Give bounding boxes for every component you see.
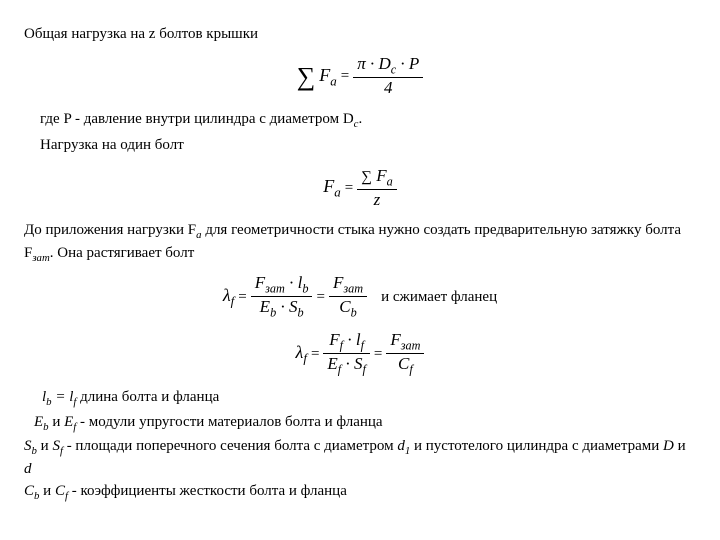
frac2: ∑ Fa z	[357, 166, 396, 210]
eq2: =	[345, 178, 353, 198]
formula-fa: Fa = ∑ Fa z	[24, 166, 696, 210]
frac1: π · Dc · P 4	[353, 54, 423, 98]
para-compress-flange: и сжимает фланец	[381, 287, 497, 307]
def-stiffness: Cb и Cf - коэффициенты жесткости болта и…	[24, 481, 696, 504]
formula-lambda-bolt: λf = Fзат · lb Eb · Sb = Fзат Cb	[223, 273, 367, 320]
formula-lambda-flange: λf = Ff · lf Ef · Sf = Fзат Cf	[24, 330, 696, 377]
formula-sum-fa: ∑ Fa = π · Dc · P 4	[24, 54, 696, 98]
sum-sym: ∑	[297, 59, 316, 94]
para-where-p: где P - давление внутри цилиндра с диаме…	[40, 109, 696, 132]
sym-Fa2: Fa	[323, 174, 340, 201]
def-moduli: Eb и Ef - модули упругости материалов бо…	[34, 412, 696, 435]
para-single-bolt: Нагрузка на один болт	[40, 135, 696, 155]
para-total-load: Общая нагрузка на z болтов крышки	[24, 24, 696, 44]
sym-Fa: Fa	[319, 63, 336, 90]
eq: =	[341, 66, 349, 86]
formula-lambda-bolt-row: λf = Fзат · lb Eb · Sb = Fзат Cb и сжима…	[24, 273, 696, 320]
definitions: lb = lf длина болта и фланца Eb и Ef - м…	[24, 387, 696, 504]
def-areas: Sb и Sf - площади поперечного сечения бо…	[24, 436, 696, 479]
para-pretension: До приложения нагрузки Fa для геометричн…	[24, 220, 696, 265]
def-lengths: lb = lf длина болта и фланца	[42, 387, 696, 410]
